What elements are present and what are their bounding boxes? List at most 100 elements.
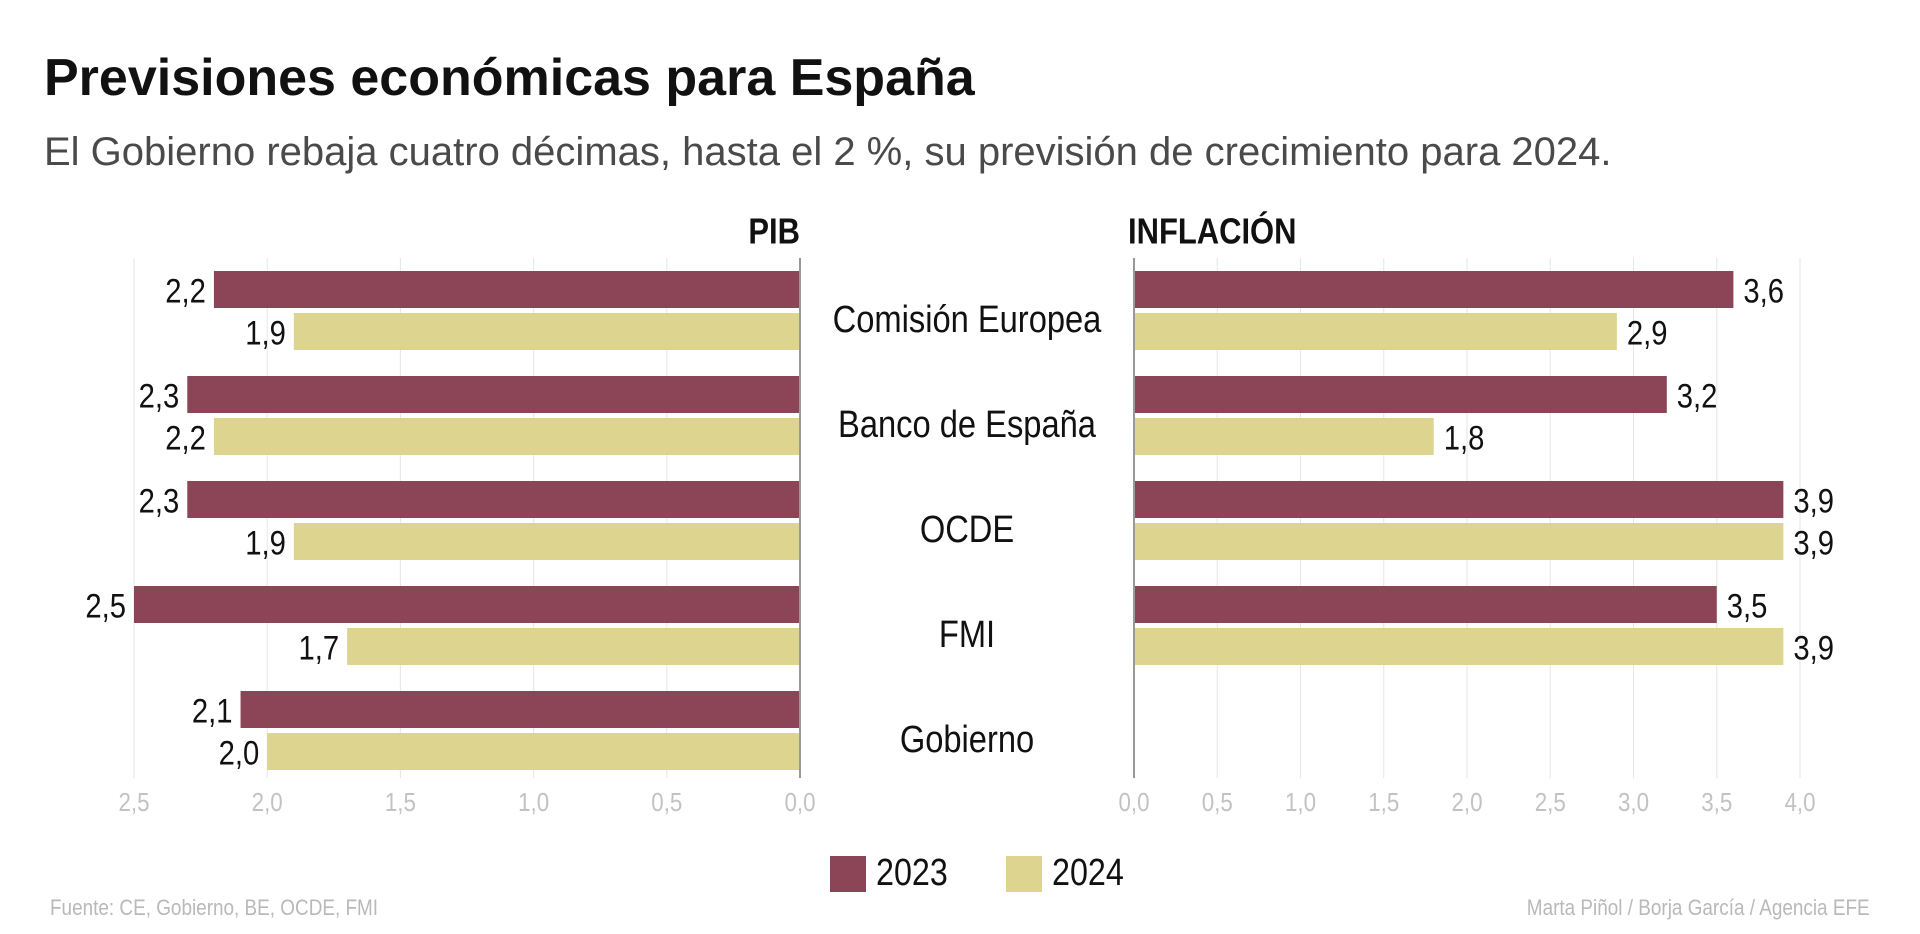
inflacion-bar-2024-ocde [1134,523,1784,560]
inflacion-tick-label: 2,5 [1535,789,1566,818]
inflacion-tick-label: 3,0 [1618,789,1649,818]
credit-note: Marta Piñol / Borja García / Agencia EFE [1527,895,1870,920]
pib-tick-label-group: 1,5 [385,789,416,818]
inflacion-tick-label: 1,5 [1368,789,1399,818]
inflacion-tick-label-group: 4,0 [1784,789,1815,818]
legend-swatch-2023 [830,855,866,892]
pib-data-label-2023-banco-de-espana-group: 2,3 [139,376,180,415]
inflacion-tick-label: 0,5 [1202,789,1233,818]
pib-bar-2024-fmi [347,628,800,665]
legend-swatch-2024 [1006,855,1042,892]
inflacion-data-label-2023-comision-europea-group: 3,6 [1743,271,1784,310]
category-label-ocde-group: OCDE [920,508,1014,551]
pib-data-label-2024-fmi: 1,7 [298,628,339,667]
inflacion-data-label-2023-banco-de-espana-group: 3,2 [1677,376,1718,415]
category-label-banco-de-espana-group: Banco de España [838,403,1096,446]
inflacion-data-label-2024-ocde-group: 3,9 [1793,523,1834,562]
inflacion-data-label-2024-comision-europea-group: 2,9 [1627,313,1668,352]
inflacion-data-label-2023-comision-europea: 3,6 [1743,271,1784,310]
inflacion-bar-2023-comision-europea [1134,271,1734,308]
inflacion-tick-label-group: 3,5 [1701,789,1732,818]
pib-data-label-2024-comision-europea: 1,9 [245,313,286,352]
pib-data-label-2024-fmi-group: 1,7 [298,628,339,667]
chart-subtitle: El Gobierno rebaja cuatro décimas, hasta… [44,130,1612,174]
pib-tick-label: 0,5 [651,789,682,818]
pib-bar-2023-fmi [134,586,800,623]
pib-bar-2024-ocde [293,523,800,560]
inflacion-data-label-2023-fmi: 3,5 [1727,586,1768,625]
pib-tick-label-group: 2,5 [118,789,149,818]
category-label-comision-europea: Comisión Europea [833,298,1102,341]
pib-data-label-2023-gobierno: 2,1 [192,691,233,730]
pib-data-label-2023-ocde-group: 2,3 [139,481,180,520]
inflacion-tick-label-group: 3,0 [1618,789,1649,818]
inflacion-data-label-2024-fmi-group: 3,9 [1793,628,1834,667]
inflacion-bar-2024-banco-de-espana [1134,418,1434,455]
pib-data-label-2024-banco-de-espana: 2,2 [165,418,206,457]
pib-data-label-2023-fmi: 2,5 [85,586,126,625]
pib-tick-label: 2,0 [252,789,283,818]
pib-bar-2023-ocde [187,481,800,518]
inflacion-tick-label-group: 1,0 [1285,789,1316,818]
inflacion-tick-label: 2,0 [1451,789,1482,818]
pib-tick-label: 0,0 [784,789,815,818]
inflacion-bar-2023-fmi [1134,586,1717,623]
pib-bar-2024-banco-de-espana [213,418,801,455]
category-label-gobierno-group: Gobierno [900,718,1034,761]
inflacion-data-label-2024-ocde: 3,9 [1793,523,1834,562]
inflacion-bar-2023-ocde [1134,481,1784,518]
legend-label-2024: 2024 [1052,852,1124,894]
bar-charts: 2,5 2,0 1,5 1,0 0,5 0,0PIB2,21,92,32,22,31,92… [85,211,1834,818]
pib-data-label-2023-gobierno-group: 2,1 [192,691,233,730]
pib-data-label-2023-comision-europea: 2,2 [165,271,206,310]
inflacion-panel-title: INFLACIÓN [1128,211,1296,252]
pib-data-label-2023-fmi-group: 2,5 [85,586,126,625]
category-label-gobierno: Gobierno [900,718,1034,761]
pib-data-label-2023-ocde: 2,3 [139,481,180,520]
chart-title: Previsiones económicas para España [44,49,975,107]
inflacion-data-label-2024-fmi: 3,9 [1793,628,1834,667]
inflacion-data-label-2024-banco-de-espana-group: 1,8 [1444,418,1485,457]
pib-tick-label-group: 1,0 [518,789,549,818]
category-label-banco-de-espana: Banco de España [838,403,1096,446]
legend-item-2023: 2023 [830,852,961,895]
inflacion-tick-label-group: 0,5 [1202,789,1233,818]
inflacion-tick-label: 1,0 [1285,789,1316,818]
pib-bar-2023-gobierno [240,691,800,728]
pib-tick-label: 1,0 [518,789,549,818]
pib-data-label-2024-gobierno: 2,0 [219,733,260,772]
inflacion-tick-label-group: 2,0 [1451,789,1482,818]
pib-data-label-2024-ocde: 1,9 [245,523,286,562]
pib-data-label-2024-comision-europea-group: 1,9 [245,313,286,352]
pib-panel-title-group: PIB [748,212,800,252]
pib-bar-2024-comision-europea [293,313,800,350]
legend-label-2023: 2023 [876,852,948,894]
pib-data-label-2024-ocde-group: 1,9 [245,523,286,562]
pib-data-label-2023-banco-de-espana: 2,3 [139,376,180,415]
inflacion-data-label-2023-ocde-group: 3,9 [1793,481,1834,520]
inflacion-tick-label-group: 2,5 [1535,789,1566,818]
inflacion-data-label-2024-banco-de-espana: 1,8 [1444,418,1485,457]
inflacion-bar-2023-banco-de-espana [1134,376,1667,413]
category-label-fmi-group: FMI [939,613,995,656]
pib-bar-2023-comision-europea [213,271,801,308]
pib-panel-title: PIB [748,212,800,252]
inflacion-panel-title-group: INFLACIÓN [1128,211,1296,252]
inflacion-tick-label-group: 0,0 [1118,789,1149,818]
pib-tick-label: 1,5 [385,789,416,818]
inflacion-tick-label-group: 1,5 [1368,789,1399,818]
inflacion-tick-label: 3,5 [1701,789,1732,818]
category-label-ocde: OCDE [920,508,1014,551]
inflacion-data-label-2023-ocde: 3,9 [1793,481,1834,520]
pib-tick-label: 2,5 [118,789,149,818]
inflacion-data-label-2023-fmi-group: 3,5 [1727,586,1768,625]
inflacion-bar-2024-comision-europea [1134,313,1617,350]
pib-tick-label-group: 0,5 [651,789,682,818]
pib-tick-label-group: 2,0 [252,789,283,818]
pib-bar-2023-banco-de-espana [187,376,800,413]
inflacion-tick-label: 4,0 [1784,789,1815,818]
source-note: Fuente: CE, Gobierno, BE, OCDE, FMI [50,895,379,920]
inflacion-tick-label: 0,0 [1118,789,1149,818]
pib-tick-label-group: 0,0 [784,789,815,818]
inflacion-bar-2024-fmi [1134,628,1784,665]
